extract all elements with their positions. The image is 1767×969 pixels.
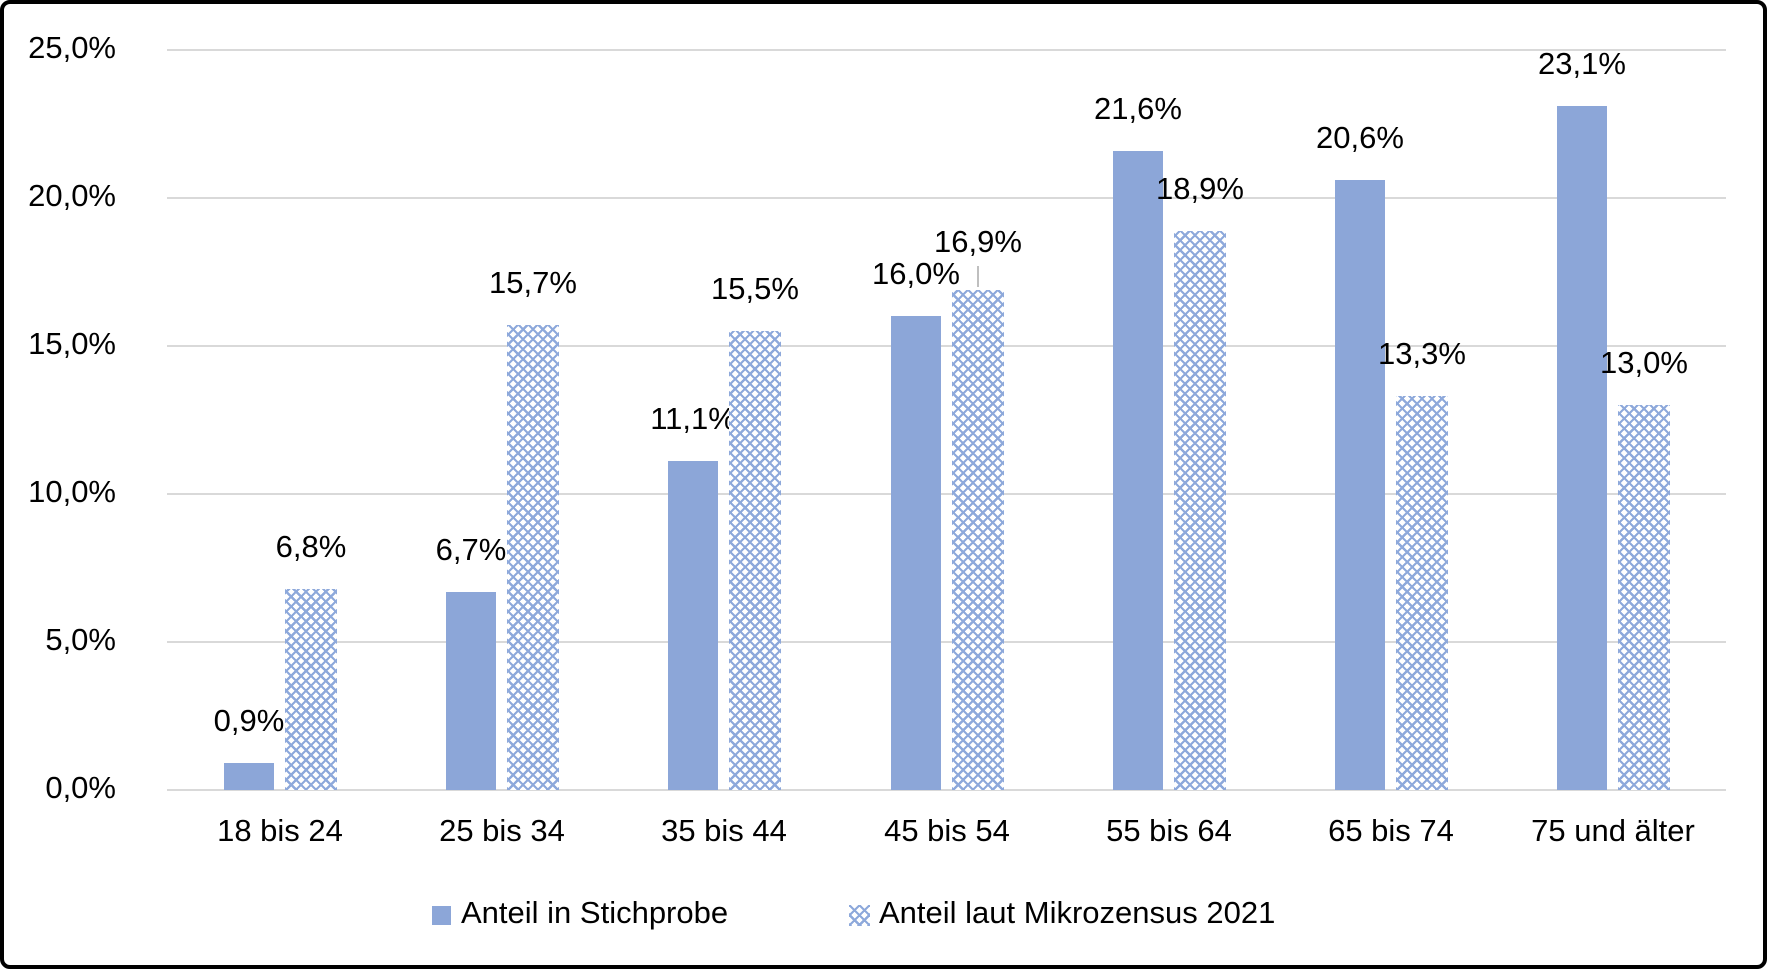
bar-anteil-in-stichprobe xyxy=(891,316,941,790)
category-axis-label: 18 bis 24 xyxy=(217,813,343,848)
bar-anteil-in-stichprobe xyxy=(446,592,496,790)
legend-swatch-pattern-icon xyxy=(849,905,870,926)
data-label: 15,7% xyxy=(489,265,577,300)
category-axis-label: 25 bis 34 xyxy=(439,813,565,848)
category-axis-label: 65 bis 74 xyxy=(1328,813,1454,848)
y-axis-tick-label: 20,0% xyxy=(28,178,116,213)
y-axis-tick-label: 0,0% xyxy=(45,770,116,805)
data-label: 13,3% xyxy=(1378,336,1466,371)
legend-label-mikrozensus: Anteil laut Mikrozensus 2021 xyxy=(879,895,1276,930)
data-label: 6,7% xyxy=(435,532,507,567)
category-axis-label: 75 und älter xyxy=(1531,813,1695,848)
category-axis-label: 45 bis 54 xyxy=(884,813,1010,848)
label-leader-line xyxy=(977,266,979,287)
data-label: 20,6% xyxy=(1316,120,1404,155)
data-label: 16,9% xyxy=(934,224,1022,259)
category-axis-label: 35 bis 44 xyxy=(661,813,787,848)
legend-swatch-solid-icon xyxy=(432,906,451,925)
gridline xyxy=(167,197,1726,199)
bar-anteil-in-stichprobe xyxy=(1335,180,1385,790)
bar-anteil-laut-mikrozensus xyxy=(729,331,781,790)
data-label: 0,9% xyxy=(213,703,285,738)
gridline xyxy=(167,345,1726,347)
data-label: 11,1% xyxy=(650,401,736,436)
legend-label-stichprobe: Anteil in Stichprobe xyxy=(461,895,729,930)
y-axis-tick-label: 15,0% xyxy=(28,326,116,361)
data-label: 6,8% xyxy=(275,529,347,564)
bar-anteil-laut-mikrozensus xyxy=(1396,396,1448,790)
bar-anteil-laut-mikrozensus xyxy=(1174,231,1226,790)
y-axis-tick-label: 5,0% xyxy=(45,622,116,657)
data-label: 18,9% xyxy=(1156,171,1244,206)
data-label: 21,6% xyxy=(1094,91,1182,126)
data-label: 23,1% xyxy=(1538,46,1626,81)
gridline xyxy=(167,789,1726,791)
bar-anteil-in-stichprobe xyxy=(224,763,274,790)
bar-anteil-in-stichprobe xyxy=(668,461,718,790)
data-label: 16,0% xyxy=(872,256,960,291)
gridline xyxy=(167,49,1726,51)
gridline xyxy=(167,641,1726,643)
data-label: 13,0% xyxy=(1600,345,1688,380)
bar-anteil-laut-mikrozensus xyxy=(507,325,559,790)
y-axis-tick-label: 25,0% xyxy=(28,30,116,65)
data-label: 15,5% xyxy=(711,271,799,306)
y-axis-tick-label: 10,0% xyxy=(28,474,116,509)
bar-anteil-in-stichprobe xyxy=(1557,106,1607,790)
bar-anteil-laut-mikrozensus xyxy=(952,290,1004,790)
bar-anteil-laut-mikrozensus xyxy=(1618,405,1670,790)
bar-anteil-laut-mikrozensus xyxy=(285,589,337,790)
gridline xyxy=(167,493,1726,495)
bar-anteil-in-stichprobe xyxy=(1113,151,1163,790)
category-axis-label: 55 bis 64 xyxy=(1106,813,1232,848)
